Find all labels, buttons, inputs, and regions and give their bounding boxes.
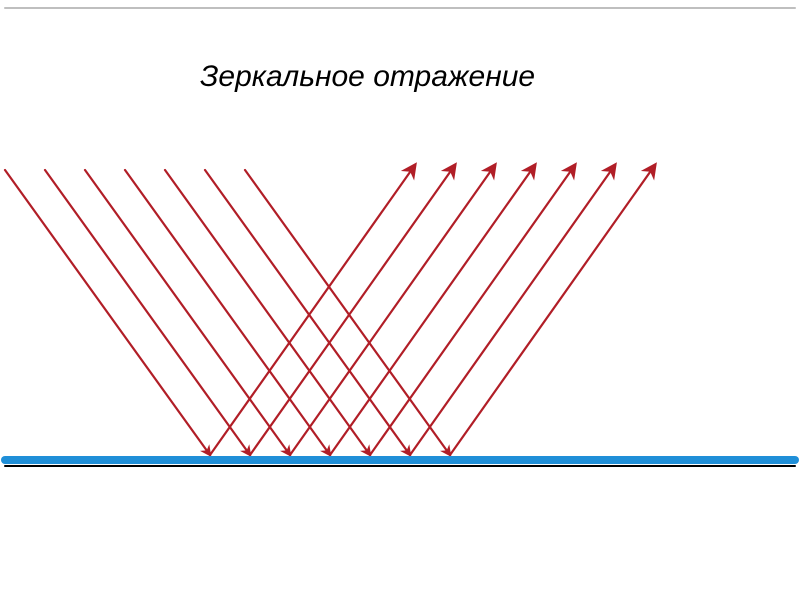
incident-ray — [125, 170, 330, 455]
reflected-ray — [250, 165, 455, 455]
reflected-ray — [450, 165, 655, 455]
reflected-ray — [330, 165, 535, 455]
incident-ray — [85, 170, 290, 455]
incident-ray — [45, 170, 250, 455]
diagram-canvas: Зеркальное отражение — [0, 0, 800, 600]
reflected-ray — [410, 165, 615, 455]
incident-ray — [205, 170, 410, 455]
incident-ray — [245, 170, 450, 455]
reflected-ray — [370, 165, 575, 455]
incident-ray — [165, 170, 370, 455]
reflection-svg — [0, 0, 800, 600]
reflected-ray — [290, 165, 495, 455]
reflected-ray — [210, 165, 415, 455]
incident-ray — [5, 170, 210, 455]
